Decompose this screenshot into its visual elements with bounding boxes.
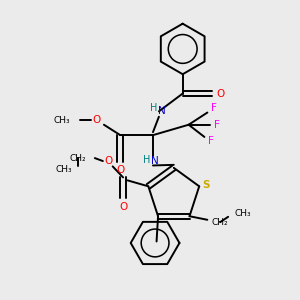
Text: F: F <box>211 103 217 113</box>
Text: O: O <box>119 202 127 212</box>
Text: F: F <box>214 120 220 130</box>
Text: CH₃: CH₃ <box>53 116 70 125</box>
Text: S: S <box>202 180 209 190</box>
Text: H: H <box>143 155 150 165</box>
Text: O: O <box>92 115 101 125</box>
Text: O: O <box>217 88 225 98</box>
Text: CH₃: CH₃ <box>234 209 251 218</box>
Text: N: N <box>152 156 159 166</box>
Text: F: F <box>208 136 214 146</box>
Text: H: H <box>150 103 157 113</box>
Text: CH₃: CH₃ <box>56 166 73 175</box>
Text: N: N <box>158 106 166 116</box>
Text: O: O <box>116 165 124 175</box>
Text: CH₂: CH₂ <box>212 218 228 227</box>
Text: O: O <box>104 156 112 166</box>
Text: CH₂: CH₂ <box>69 154 86 163</box>
